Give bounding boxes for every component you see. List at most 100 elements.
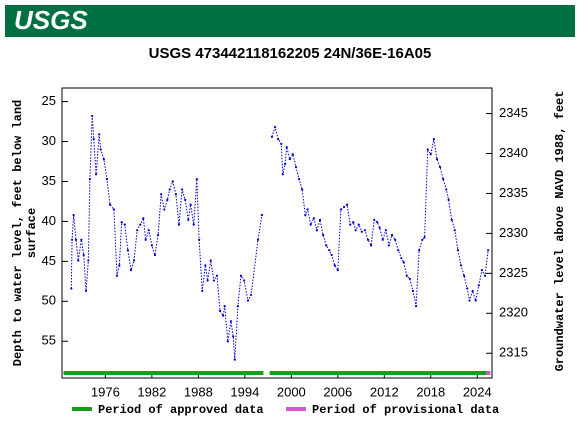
data-point: [435, 158, 439, 161]
y2-tick-label: 2345: [499, 105, 528, 120]
data-point: [132, 259, 136, 262]
y-tick-label: 30: [42, 133, 56, 148]
data-point: [249, 293, 253, 297]
data-point: [136, 229, 139, 232]
y2-tick-label: 2330: [499, 225, 528, 240]
legend-label: Period of approved data: [98, 403, 264, 417]
data-point: [312, 217, 315, 220]
period-bar: [63, 371, 264, 375]
data-point: [270, 135, 274, 138]
data-point: [153, 253, 157, 257]
data-point: [273, 126, 277, 129]
data-point: [397, 249, 400, 252]
data-point: [229, 320, 233, 323]
data-point: [156, 233, 160, 237]
data-point: [346, 203, 349, 206]
data-point: [142, 217, 145, 220]
x-tick-label: 1976: [91, 384, 120, 399]
data-point: [447, 198, 450, 201]
data-point: [256, 238, 260, 241]
data-point: [459, 264, 463, 267]
data-point: [318, 218, 322, 221]
data-point: [378, 226, 381, 229]
data-point: [239, 274, 243, 277]
y-tick-label: 50: [42, 293, 56, 308]
y-axis-label: Depth to water level, feet below land: [11, 100, 25, 366]
data-point: [328, 249, 331, 252]
data-point: [166, 198, 169, 201]
data-point: [277, 138, 280, 141]
data-point: [99, 148, 102, 151]
data-point: [363, 229, 367, 232]
data-point: [189, 203, 192, 206]
data-point: [206, 279, 209, 282]
data-point: [218, 309, 222, 312]
data-point: [94, 173, 98, 176]
data-point: [442, 177, 445, 181]
data-point: [115, 274, 119, 277]
data-point: [315, 229, 319, 232]
data-point: [333, 264, 336, 267]
data-point: [233, 358, 236, 361]
data-point: [88, 177, 91, 181]
data-point: [339, 208, 343, 211]
data-point: [471, 289, 474, 293]
y-tick-label: 40: [42, 213, 56, 228]
chart-title: USGS 473442118162205 24N/36E-16A05: [149, 45, 432, 62]
data-point: [360, 230, 363, 233]
data-point: [226, 340, 229, 343]
logo: USGS: [14, 5, 88, 35]
data-point: [474, 299, 477, 302]
data-point: [180, 188, 184, 191]
data-point: [123, 223, 126, 226]
y2-tick-label: 2315: [499, 345, 528, 360]
data-point: [222, 314, 225, 317]
data-point: [160, 193, 163, 196]
data-point: [209, 259, 212, 262]
x-tick-label: 1988: [184, 384, 213, 399]
data-point: [294, 165, 298, 169]
data-point: [232, 335, 235, 338]
data-point: [195, 177, 198, 181]
x-tick-label: 1982: [137, 384, 166, 399]
data-point: [187, 218, 190, 221]
data-point: [381, 238, 384, 241]
data-point: [405, 274, 408, 277]
data-point: [74, 238, 78, 241]
data-point: [102, 158, 105, 161]
data-point: [390, 233, 394, 237]
y-tick-label: 25: [42, 93, 56, 108]
data-point: [84, 289, 88, 293]
data-point: [387, 244, 391, 247]
y2-tick-label: 2340: [499, 145, 528, 160]
data-point: [480, 269, 484, 272]
data-point: [281, 173, 284, 176]
data-point: [306, 208, 309, 211]
data-point: [325, 244, 328, 247]
data-point: [330, 253, 333, 257]
data-point: [370, 244, 373, 247]
data-point: [129, 269, 133, 272]
data-point: [144, 238, 147, 241]
data-point: [423, 236, 426, 239]
data-point: [91, 114, 94, 118]
data-point: [192, 223, 195, 226]
data-point: [163, 208, 166, 211]
data-point: [284, 162, 287, 165]
legend-label: Period of provisional data: [312, 403, 499, 417]
x-tick-label: 2024: [463, 384, 492, 399]
x-tick-label: 2000: [277, 384, 306, 399]
data-point: [477, 284, 480, 287]
data-point: [301, 188, 304, 191]
data-point: [204, 264, 207, 267]
data-point: [297, 177, 301, 181]
plot-frame: [61, 87, 493, 379]
data-point: [112, 208, 116, 211]
data-point: [126, 249, 129, 252]
data-point: [201, 289, 204, 293]
data-point: [87, 259, 90, 262]
data-point: [198, 238, 201, 241]
x-tick-label: 2006: [323, 384, 352, 399]
data-point: [150, 244, 153, 247]
